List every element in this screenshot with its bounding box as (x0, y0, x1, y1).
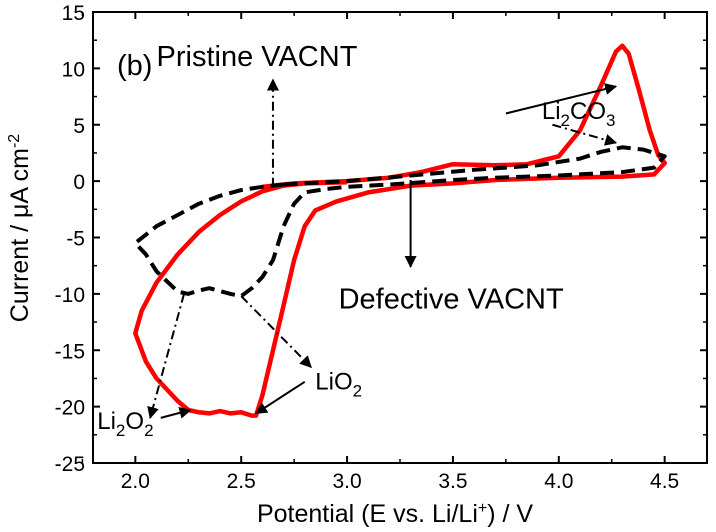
plot-axes (81, 11, 708, 464)
defective-vacnt-curve (133, 43, 667, 418)
li2o2-label: Li2O2 (97, 408, 153, 440)
annotation-arrow (240, 295, 312, 369)
data-series (133, 43, 667, 418)
x-tick-label: 2.5 (227, 470, 256, 493)
y-tick-label: -5 (66, 228, 85, 251)
li2co3-label: Li2CO3 (542, 98, 616, 130)
defective-label: Defective VACNT (339, 284, 564, 316)
tick-labels: 2.0 2.5 3.0 3.5 4.0 4.5 15 10 5 0 -5 -10 -15 -20 -25 (55, 2, 680, 493)
y-tick-label: -20 (55, 397, 85, 420)
annotation-arrow (255, 380, 306, 415)
annotations: Pristine VACNT Defective VACNT Li2CO3 LiO2 L… (97, 41, 618, 440)
y-tick-label: 5 (73, 115, 85, 138)
annotation-arrow (552, 123, 618, 146)
y-tick-label: -25 (55, 453, 85, 476)
y-tick-label: 10 (62, 58, 85, 81)
pristine-vacnt-curve (133, 145, 667, 299)
x-axis-title: Potential (E vs. Li/Li+) / V (257, 500, 533, 528)
y-tick-label: 15 (62, 2, 85, 25)
y-tick-label: 0 (73, 171, 85, 194)
y-tick-label: -15 (55, 340, 85, 363)
lio2-label: LiO2 (315, 369, 362, 401)
annotation-arrow (160, 406, 192, 419)
annotation-arrow (505, 83, 618, 115)
panel-label: (b) (117, 50, 152, 82)
plot-frame (92, 11, 708, 464)
annotation-arrow (147, 293, 186, 420)
x-tick-label: 2.0 (121, 470, 150, 493)
x-tick-label: 4.0 (544, 470, 573, 493)
y-axis-title: Current / μA cm-2 (6, 134, 34, 323)
pristine-label: Pristine VACNT (157, 41, 358, 73)
y-tick-label: -10 (55, 284, 85, 307)
x-tick-label: 3.0 (332, 470, 361, 493)
x-tick-label: 3.5 (438, 470, 467, 493)
x-tick-label: 4.5 (650, 470, 679, 493)
